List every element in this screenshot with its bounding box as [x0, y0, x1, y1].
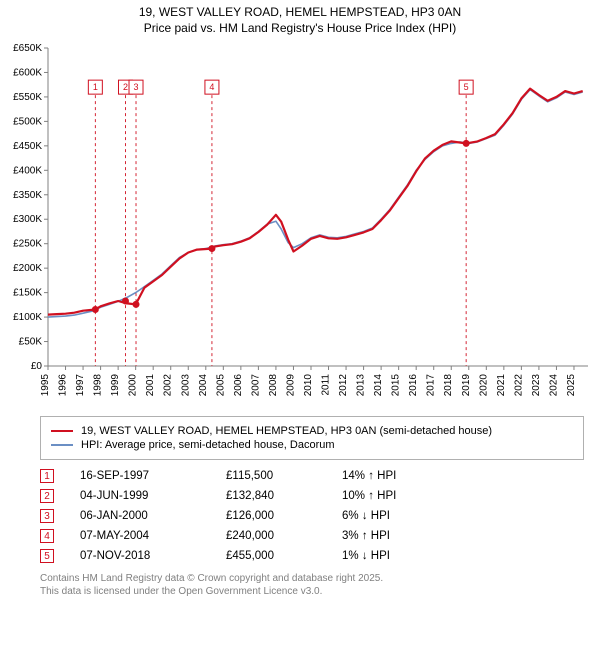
svg-text:2022: 2022 — [513, 374, 524, 397]
svg-text:£100K: £100K — [13, 312, 42, 323]
svg-text:£50K: £50K — [19, 337, 43, 348]
legend: 19, WEST VALLEY ROAD, HEMEL HEMPSTEAD, H… — [40, 416, 584, 460]
svg-text:£550K: £550K — [13, 92, 42, 103]
svg-text:1996: 1996 — [58, 374, 69, 397]
svg-text:£0: £0 — [31, 361, 43, 372]
svg-text:2001: 2001 — [145, 374, 156, 397]
transaction-row: 4 07-MAY-2004 £240,000 3% ↑ HPI — [40, 526, 584, 546]
transaction-marker: 1 — [40, 469, 54, 483]
svg-text:£350K: £350K — [13, 190, 42, 201]
transaction-row: 1 16-SEP-1997 £115,500 14% ↑ HPI — [40, 466, 584, 486]
svg-text:£500K: £500K — [13, 117, 42, 128]
svg-text:2003: 2003 — [180, 374, 191, 397]
svg-text:2000: 2000 — [128, 374, 139, 397]
transaction-price: £240,000 — [226, 530, 316, 542]
svg-text:2005: 2005 — [215, 374, 226, 397]
title-line1: 19, WEST VALLEY ROAD, HEMEL HEMPSTEAD, H… — [8, 4, 592, 20]
svg-text:£650K: £650K — [13, 43, 42, 54]
legend-label: 19, WEST VALLEY ROAD, HEMEL HEMPSTEAD, H… — [81, 425, 492, 437]
legend-item: HPI: Average price, semi-detached house,… — [51, 439, 573, 451]
transaction-delta: 6% ↓ HPI — [342, 510, 432, 522]
transaction-row: 3 06-JAN-2000 £126,000 6% ↓ HPI — [40, 506, 584, 526]
price-chart: £0 £50K £100K £150K £200K £250K £300K £350K £400… — [0, 38, 600, 408]
svg-text:2020: 2020 — [478, 374, 489, 397]
transaction-marker: 3 — [40, 509, 54, 523]
legend-swatch — [51, 430, 73, 432]
svg-text:2018: 2018 — [443, 374, 454, 397]
title-line2: Price paid vs. HM Land Registry's House … — [8, 20, 592, 36]
transaction-row: 5 07-NOV-2018 £455,000 1% ↓ HPI — [40, 546, 584, 566]
svg-text:2008: 2008 — [268, 374, 279, 397]
svg-text:2025: 2025 — [566, 374, 577, 397]
transactions-table: 1 16-SEP-1997 £115,500 14% ↑ HPI 2 04-JUN-199… — [40, 466, 584, 566]
transaction-delta: 14% ↑ HPI — [342, 470, 432, 482]
svg-text:2021: 2021 — [496, 374, 507, 397]
svg-text:£200K: £200K — [13, 264, 42, 275]
svg-text:2023: 2023 — [531, 374, 542, 397]
svg-text:2014: 2014 — [373, 374, 384, 397]
transaction-marker: 4 — [40, 529, 54, 543]
svg-text:£250K: £250K — [13, 239, 42, 250]
transaction-delta: 3% ↑ HPI — [342, 530, 432, 542]
svg-text:£300K: £300K — [13, 215, 42, 226]
transaction-price: £115,500 — [226, 470, 316, 482]
footer-line1: Contains HM Land Registry data © Crown c… — [40, 572, 584, 585]
transaction-delta: 10% ↑ HPI — [342, 490, 432, 502]
svg-text:1999: 1999 — [110, 374, 121, 397]
svg-text:1: 1 — [93, 83, 98, 93]
transaction-date: 06-JAN-2000 — [80, 510, 200, 522]
transaction-delta: 1% ↓ HPI — [342, 550, 432, 562]
svg-text:1998: 1998 — [93, 374, 104, 397]
svg-text:2016: 2016 — [408, 374, 419, 397]
svg-text:2002: 2002 — [163, 374, 174, 397]
transaction-date: 07-MAY-2004 — [80, 530, 200, 542]
svg-text:2012: 2012 — [338, 374, 349, 397]
svg-text:£150K: £150K — [13, 288, 42, 299]
svg-text:2015: 2015 — [391, 374, 402, 397]
svg-text:1997: 1997 — [75, 374, 86, 397]
transaction-marker: 5 — [40, 549, 54, 563]
chart-title: 19, WEST VALLEY ROAD, HEMEL HEMPSTEAD, H… — [0, 0, 600, 38]
svg-text:5: 5 — [464, 83, 469, 93]
svg-text:2004: 2004 — [198, 374, 209, 397]
svg-text:2009: 2009 — [285, 374, 296, 397]
transaction-date: 16-SEP-1997 — [80, 470, 200, 482]
svg-text:2007: 2007 — [250, 374, 261, 397]
svg-text:£450K: £450K — [13, 141, 42, 152]
footer-attribution: Contains HM Land Registry data © Crown c… — [40, 572, 584, 598]
svg-text:2006: 2006 — [233, 374, 244, 397]
svg-text:2017: 2017 — [426, 374, 437, 397]
transaction-date: 04-JUN-1999 — [80, 490, 200, 502]
svg-text:1995: 1995 — [40, 374, 51, 397]
legend-label: HPI: Average price, semi-detached house,… — [81, 439, 335, 451]
svg-text:2010: 2010 — [303, 374, 314, 397]
transaction-row: 2 04-JUN-1999 £132,840 10% ↑ HPI — [40, 486, 584, 506]
svg-text:2011: 2011 — [321, 374, 332, 396]
svg-text:2019: 2019 — [461, 374, 472, 397]
svg-text:£600K: £600K — [13, 68, 42, 79]
footer-line2: This data is licensed under the Open Gov… — [40, 585, 584, 598]
legend-item: 19, WEST VALLEY ROAD, HEMEL HEMPSTEAD, H… — [51, 425, 573, 437]
transaction-date: 07-NOV-2018 — [80, 550, 200, 562]
legend-swatch — [51, 444, 73, 446]
transaction-price: £132,840 — [226, 490, 316, 502]
svg-text:2024: 2024 — [548, 374, 559, 397]
transaction-price: £126,000 — [226, 510, 316, 522]
svg-text:2: 2 — [123, 83, 128, 93]
svg-text:4: 4 — [209, 83, 214, 93]
transaction-price: £455,000 — [226, 550, 316, 562]
svg-text:3: 3 — [134, 83, 139, 93]
svg-text:£400K: £400K — [13, 166, 42, 177]
svg-text:2013: 2013 — [356, 374, 367, 397]
transaction-marker: 2 — [40, 489, 54, 503]
